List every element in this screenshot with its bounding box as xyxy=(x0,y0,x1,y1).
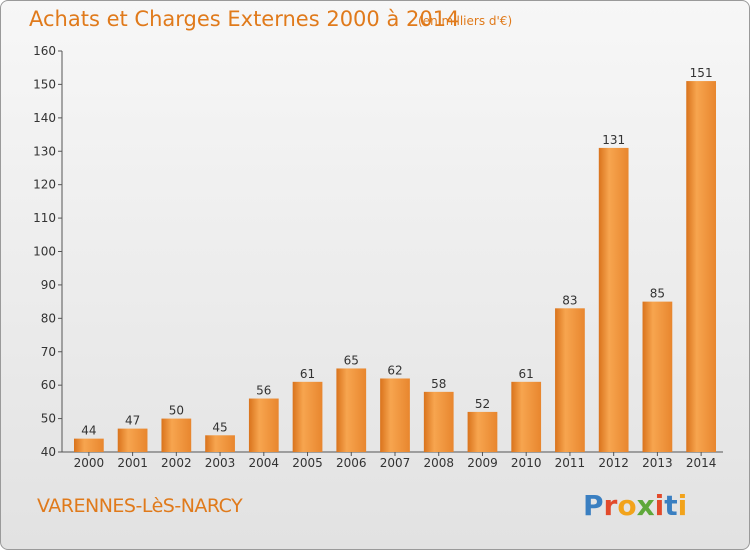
data-label-2007: 62 xyxy=(387,363,402,377)
y-tick-label: 140 xyxy=(33,111,56,125)
x-tick-label: 2001 xyxy=(117,456,148,470)
data-label-2010: 61 xyxy=(519,367,534,381)
bar-2011 xyxy=(555,308,585,452)
y-tick-label: 130 xyxy=(33,144,56,158)
logo-letter: t xyxy=(664,489,678,522)
x-tick-label: 2002 xyxy=(161,456,192,470)
x-tick-label: 2004 xyxy=(249,456,280,470)
data-label-2001: 47 xyxy=(125,414,140,428)
data-label-2000: 44 xyxy=(81,424,96,438)
x-tick-label: 2013 xyxy=(642,456,673,470)
bar-2012 xyxy=(598,147,629,453)
y-tick-label: 50 xyxy=(41,412,56,426)
bar-2010 xyxy=(511,381,542,452)
data-label-2014: 151 xyxy=(690,66,713,80)
logo-letter: r xyxy=(603,489,618,522)
chart-axes: 40 50 60 70 80 90 100 110 120 130 140 150 160 2000 200… xyxy=(33,44,723,470)
bar-2004 xyxy=(248,398,279,452)
bar-2001 xyxy=(117,428,148,452)
logo-letter: i xyxy=(677,489,688,522)
x-tick-label: 2003 xyxy=(205,456,236,470)
data-label-2006: 65 xyxy=(344,353,359,367)
y-tick-label: 160 xyxy=(33,44,56,58)
y-tick-label: 150 xyxy=(33,77,56,91)
bar-2007 xyxy=(380,378,410,452)
data-label-2012: 131 xyxy=(602,133,625,147)
commune-name: VARENNES-LèS-NARCY xyxy=(37,495,243,517)
logo-letter: x xyxy=(636,489,655,522)
y-tick-label: 40 xyxy=(41,445,56,459)
bar-2005 xyxy=(292,381,323,452)
data-label-2009: 52 xyxy=(475,397,490,411)
chart-unit-label: (en milliers d'€) xyxy=(418,14,513,28)
logo-letter: P xyxy=(583,489,604,522)
y-tick-label: 120 xyxy=(33,178,56,192)
x-tick-label: 2009 xyxy=(467,456,498,470)
x-tick-label: 2012 xyxy=(598,456,629,470)
bar-2008 xyxy=(423,391,454,452)
bar-2006 xyxy=(336,368,367,452)
chart-title: Achats et Charges Externes 2000 à 2014 xyxy=(29,7,460,31)
x-tick-label: 2014 xyxy=(686,456,717,470)
x-tick-label: 2010 xyxy=(511,456,542,470)
data-label-2011: 83 xyxy=(562,293,577,307)
data-label-2004: 56 xyxy=(256,384,271,398)
proxiti-logo: Proxiti xyxy=(583,489,687,522)
y-tick-label: 60 xyxy=(41,378,56,392)
logo-letter: o xyxy=(617,489,637,522)
x-tick-label: 2006 xyxy=(336,456,367,470)
chart-bars xyxy=(73,81,717,453)
bar-2002 xyxy=(161,418,192,452)
y-tick-label: 70 xyxy=(41,345,56,359)
x-tick-label: 2008 xyxy=(423,456,454,470)
y-tick-label: 90 xyxy=(41,278,56,292)
data-label-2008: 58 xyxy=(431,377,446,391)
data-label-2013: 85 xyxy=(650,287,665,301)
bar-2000 xyxy=(73,438,104,452)
y-tick-label: 80 xyxy=(41,311,56,325)
x-tick-label: 2007 xyxy=(380,456,411,470)
bar-2009 xyxy=(467,411,498,452)
chart-data-labels: 44 47 50 45 56 61 65 62 58 52 61 83 131 85 151 xyxy=(81,66,712,438)
bar-2014 xyxy=(686,81,717,452)
bar-2003 xyxy=(205,435,235,452)
data-label-2002: 50 xyxy=(169,404,184,418)
data-label-2005: 61 xyxy=(300,367,315,381)
data-label-2003: 45 xyxy=(212,420,227,434)
logo-letter: i xyxy=(654,489,665,522)
x-tick-label: 2011 xyxy=(555,456,586,470)
y-tick-label: 100 xyxy=(33,245,56,259)
x-tick-label: 2000 xyxy=(74,456,105,470)
y-tick-label: 110 xyxy=(33,211,56,225)
x-tick-label: 2005 xyxy=(292,456,323,470)
bar-2013 xyxy=(642,301,673,452)
